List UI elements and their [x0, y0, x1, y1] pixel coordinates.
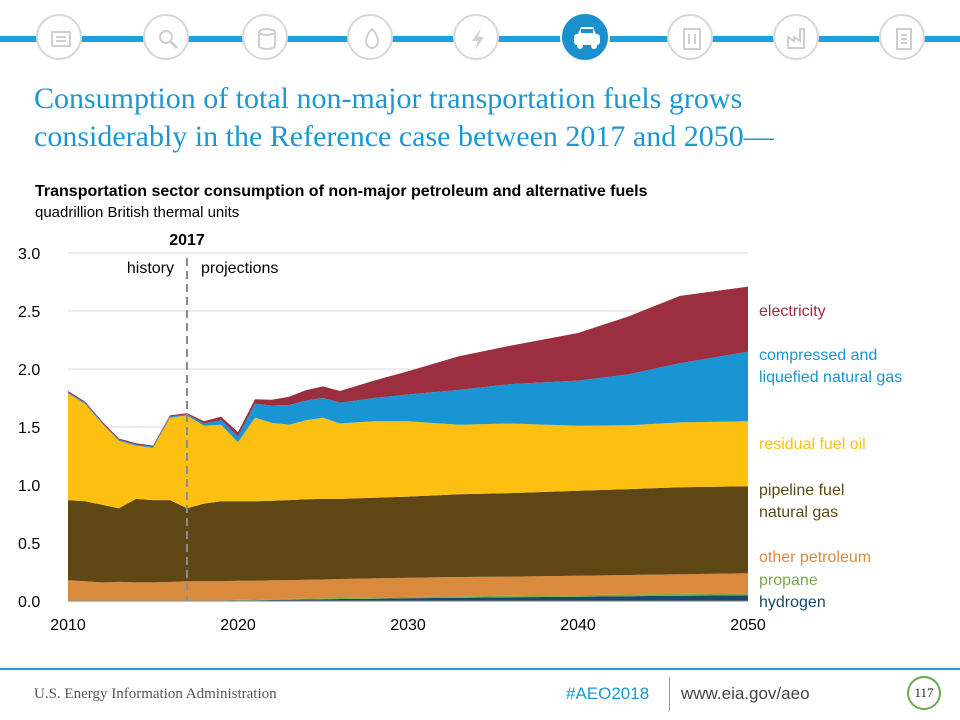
label-propane: propane	[759, 572, 818, 589]
y-tick-label: 3.0	[18, 246, 40, 263]
label-electricity: electricity	[759, 303, 826, 320]
area-electricity	[68, 286, 748, 447]
chart-subtitle: quadrillion British thermal units	[35, 204, 240, 221]
overview-icon[interactable]	[36, 14, 82, 60]
label-other-petroleum: other petroleum	[759, 549, 871, 566]
label-cng-lng: liquefied natural gas	[759, 369, 902, 386]
natural-gas-icon[interactable]	[347, 14, 393, 60]
y-tick-label: 1.0	[18, 478, 40, 495]
electricity-icon[interactable]	[453, 14, 499, 60]
area-residual-fuel-oil	[68, 393, 748, 509]
label-pipeline-fuel: pipeline fuel	[759, 482, 844, 499]
label-pipeline-fuel: natural gas	[759, 504, 838, 521]
area-pipeline-fuel-natural-gas	[68, 486, 748, 583]
label-hydrogen: hydrogen	[759, 594, 826, 611]
area-propane	[68, 593, 748, 601]
footer-url-link[interactable]: www.eia.gov/aeo	[681, 684, 810, 703]
projections-label: projections	[201, 260, 278, 277]
label-cng-lng: compressed and	[759, 347, 877, 364]
x-tick-label: 2040	[560, 617, 596, 634]
page-number: 117	[907, 676, 941, 710]
transportation-icon[interactable]	[560, 12, 610, 62]
y-tick-label: 2.5	[18, 304, 40, 321]
divider-year-label: 2017	[169, 232, 205, 249]
y-tick-label: 2.0	[18, 362, 40, 379]
footer-hashtag-link[interactable]: #AEO2018	[566, 684, 650, 703]
footer-organization: U.S. Energy Information Administration	[34, 686, 277, 702]
area-compressed-and-liquefied-natural-gas	[68, 351, 748, 448]
x-tick-label: 2010	[50, 617, 86, 634]
documents-icon[interactable]	[879, 14, 925, 60]
footer-divider	[0, 668, 960, 670]
x-tick-label: 2030	[390, 617, 426, 634]
stacked-area-chart: 0.0 0.5 1.0 1.5 2.0 2.5 3.0 2010 2020 2030 2040 205…	[18, 232, 902, 634]
y-tick-label: 0.5	[18, 536, 40, 553]
history-label: history	[127, 260, 174, 277]
label-residual-fuel-oil: residual fuel oil	[759, 436, 866, 453]
industrial-icon[interactable]	[773, 14, 819, 60]
area-other-petroleum	[68, 573, 748, 601]
buildings-icon[interactable]	[667, 14, 713, 60]
analysis-icon[interactable]	[143, 14, 189, 60]
slide-title-line-2: considerably in the Reference case betwe…	[34, 120, 774, 153]
chart-title: Transportation sector consumption of non…	[35, 183, 648, 200]
footer-separator	[669, 677, 670, 711]
slide-title: Consumption of total non-major transport…	[34, 80, 934, 156]
y-tick-label: 1.5	[18, 420, 40, 437]
area-hydrogen	[68, 595, 748, 601]
x-tick-label: 2050	[730, 617, 766, 634]
x-tick-label: 2020	[220, 617, 256, 634]
y-tick-label: 0.0	[18, 594, 40, 611]
slide-title-line-1: Consumption of total non-major transport…	[34, 82, 743, 115]
oil-icon[interactable]	[242, 14, 288, 60]
